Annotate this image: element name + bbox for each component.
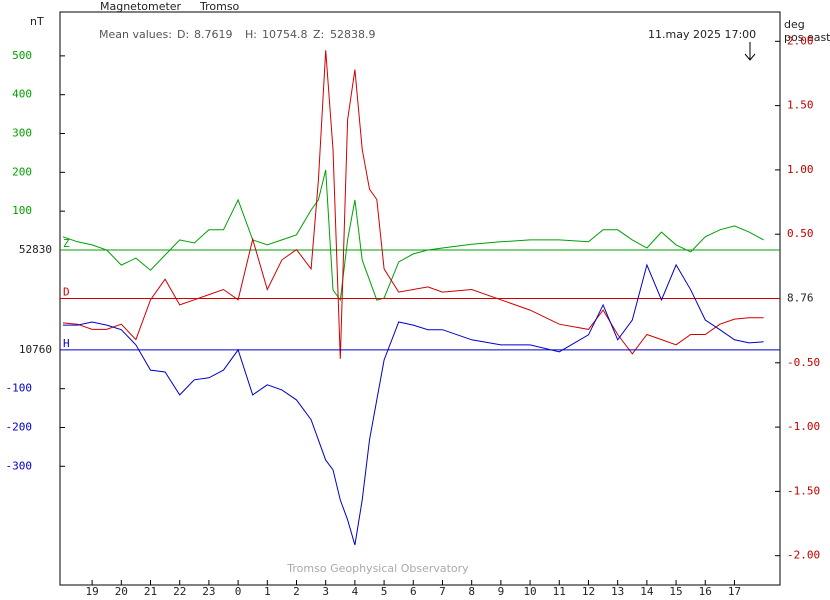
x-tick-label: 8 [468,585,475,598]
arrow [744,42,756,61]
y2-tick-label: 1.50 [787,99,814,112]
y2-tick-label: -2.00 [787,549,820,562]
chart-title: Magnetometer [100,0,182,13]
mean-values-label: Mean values: [99,28,172,41]
mean-value: 10754.8 [262,28,308,41]
baseline-label: 52830 [19,243,52,256]
x-tick-label: 16 [699,585,712,598]
y2-tick-label: -0.50 [787,356,820,369]
y-tick-label: 200 [12,165,32,178]
mean-value-name: D: [177,28,189,41]
baseline-label: 10760 [19,343,52,356]
timestamp: 11.may 2025 17:00 [648,28,756,41]
y-tick-label: -300 [6,459,33,472]
legend-label: D [63,286,70,299]
y-tick-label: 300 [12,127,32,140]
series-line [62,169,764,302]
y2-axis-label: pos east [784,31,830,44]
y2-tick-label: 1.00 [787,163,814,176]
x-tick-label: 14 [640,585,654,598]
x-tick-label: 17 [728,585,741,598]
x-tick-label: 10 [523,585,536,598]
mean-value-name: Z: [313,28,324,41]
mean-value-name: H: [245,28,257,41]
station: Tromso [199,0,240,13]
x-tick-label: 2 [293,585,300,598]
x-tick-label: 0 [235,585,242,598]
x-tick-label: 7 [439,585,446,598]
x-tick-label: 20 [115,585,128,598]
x-tick-label: 9 [498,585,505,598]
x-tick-label: 22 [173,585,186,598]
y-tick-label: -100 [6,382,33,395]
y2-tick-label: 2.00 [787,34,814,47]
y2-axis-label: deg [784,18,805,31]
x-tick-label: 15 [669,585,682,598]
x-tick-label: 5 [381,585,388,598]
x-tick-label: 19 [85,585,98,598]
x-tick-label: 3 [322,585,329,598]
legend-label: Z [63,237,70,250]
x-tick-label: 4 [352,585,359,598]
series-line [62,263,764,546]
y2-tick-label: -1.50 [787,484,820,497]
x-tick-label: 13 [611,585,624,598]
footer: Tromso Geophysical Observatory [286,562,469,575]
y-tick-label: -200 [6,420,33,433]
y-tick-label: 400 [12,88,32,101]
x-tick-label: 12 [582,585,595,598]
x-tick-label: 1 [264,585,271,598]
y-axis-label: nT [30,15,44,28]
x-tick-label: 21 [144,585,157,598]
legend-label: H [63,337,70,350]
x-tick-label: 11 [553,585,566,598]
y-tick-label: 100 [12,204,32,217]
baseline-label: 8.76 [787,292,814,305]
y2-tick-label: -1.00 [787,420,820,433]
y2-tick-label: 0.50 [787,227,814,240]
x-tick-label: 6 [410,585,417,598]
series-line [62,50,764,359]
x-tick-label: 23 [202,585,215,598]
mean-value: 52838.9 [330,28,376,41]
y-tick-label: 500 [12,49,32,62]
mean-value: 8.7619 [194,28,233,41]
